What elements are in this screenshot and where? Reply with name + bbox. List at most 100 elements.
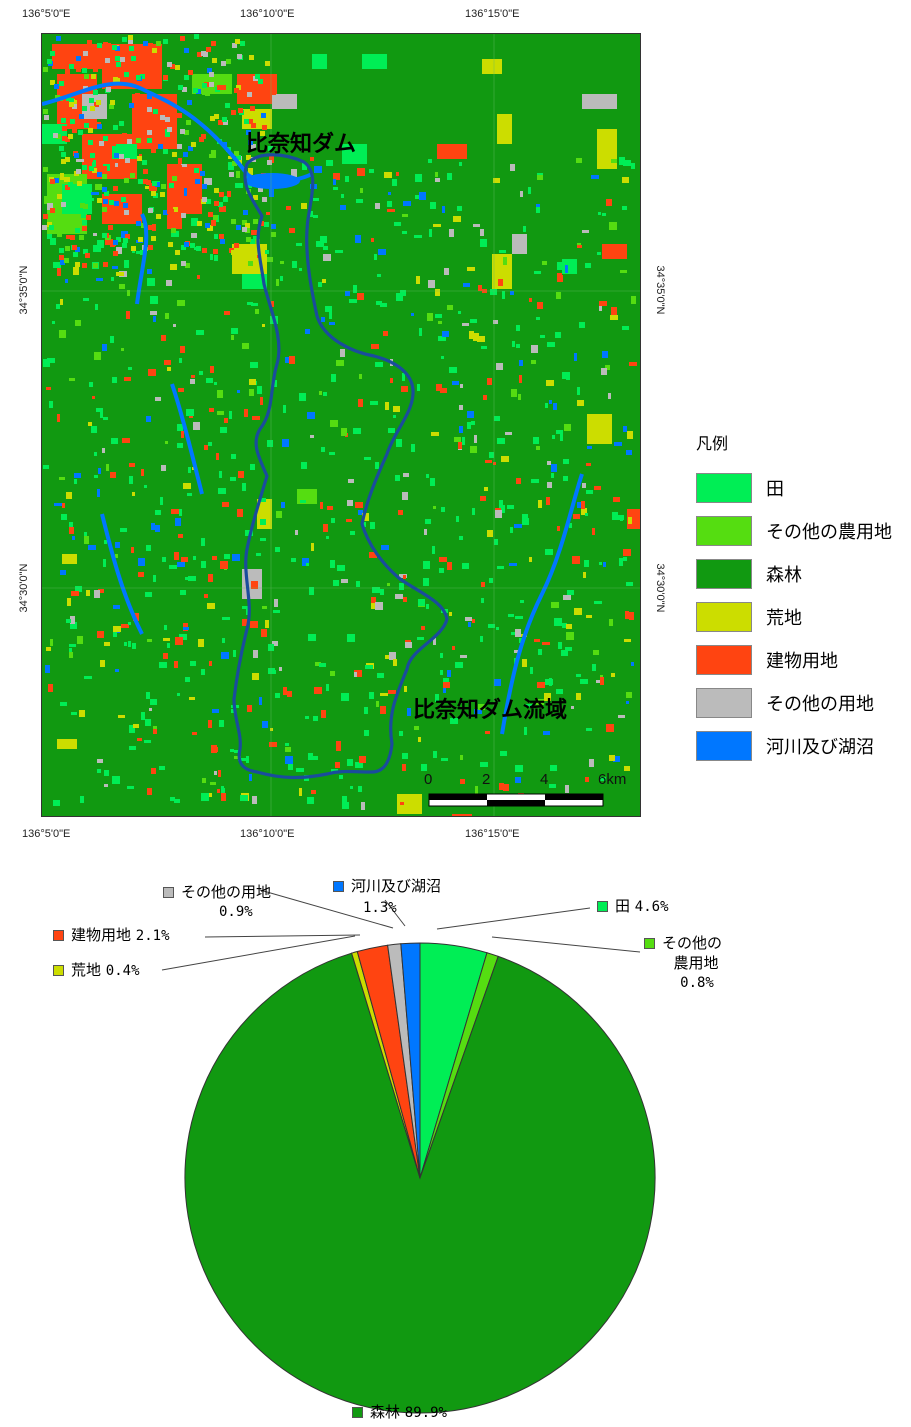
land-use-cell bbox=[320, 502, 323, 509]
land-use-cell bbox=[388, 690, 396, 694]
land-use-cell bbox=[364, 457, 371, 460]
land-use-cell bbox=[59, 477, 65, 480]
land-use-cell bbox=[169, 183, 174, 188]
land-use-patch bbox=[272, 94, 297, 109]
land-use-cell bbox=[542, 642, 550, 645]
land-use-cell bbox=[423, 561, 430, 569]
land-use-cell bbox=[129, 725, 135, 733]
land-use-cell bbox=[601, 368, 607, 375]
land-use-cell bbox=[102, 166, 107, 171]
land-use-cell bbox=[310, 157, 314, 161]
land-use-cell bbox=[622, 326, 629, 330]
land-use-cell bbox=[94, 352, 101, 360]
land-use-cell bbox=[97, 759, 103, 763]
land-use-cell bbox=[222, 638, 225, 643]
land-use-cell bbox=[147, 278, 155, 286]
land-use-cell bbox=[602, 213, 606, 216]
land-use-cell bbox=[106, 87, 111, 92]
forest-swatch-icon bbox=[352, 1407, 363, 1418]
land-use-cell bbox=[84, 74, 89, 79]
land-use-cell bbox=[257, 386, 262, 394]
land-use-cell bbox=[82, 220, 87, 225]
land-use-cell bbox=[612, 248, 617, 253]
land-use-cell bbox=[82, 226, 87, 231]
land-use-cell bbox=[594, 601, 602, 604]
land-use-cell bbox=[403, 473, 409, 477]
land-use-cell bbox=[470, 446, 477, 453]
land-use-cell bbox=[218, 120, 223, 125]
land-use-cell bbox=[57, 414, 60, 422]
land-use-cell bbox=[97, 769, 101, 773]
land-use-cell bbox=[557, 273, 562, 276]
land-use-cell bbox=[309, 587, 314, 595]
land-use-cell bbox=[574, 353, 577, 361]
land-use-cell bbox=[549, 400, 552, 404]
land-use-cell bbox=[64, 177, 70, 182]
land-use-cell bbox=[433, 638, 436, 645]
land-use-cell bbox=[333, 187, 338, 190]
land-use-cell bbox=[147, 788, 152, 795]
land-use-cell bbox=[244, 119, 249, 124]
land-use-map: 比奈知ダム 比奈知ダム流域 0 2 4 6km bbox=[41, 33, 641, 817]
land-use-cell bbox=[218, 488, 226, 494]
legend-item: 河川及び湖沼 bbox=[696, 724, 892, 767]
land-use-cell bbox=[184, 48, 189, 53]
land-use-cell bbox=[221, 788, 225, 794]
building-swatch-icon bbox=[53, 930, 64, 941]
land-use-cell bbox=[211, 747, 218, 752]
land-use-cell bbox=[124, 178, 129, 183]
land-use-cell bbox=[104, 642, 110, 646]
land-use-cell bbox=[75, 320, 81, 326]
land-use-cell bbox=[161, 335, 166, 341]
land-use-cell bbox=[393, 659, 397, 666]
land-use-cell bbox=[320, 236, 327, 243]
land-use-cell bbox=[330, 671, 335, 676]
land-use-cell bbox=[43, 359, 50, 367]
land-use-cell bbox=[441, 356, 444, 359]
land-use-cell bbox=[463, 283, 470, 287]
land-use-cell bbox=[240, 41, 245, 46]
land-use-cell bbox=[369, 692, 374, 699]
land-use-cell bbox=[585, 263, 591, 268]
land-use-cell bbox=[231, 709, 234, 713]
land-use-cell bbox=[358, 510, 363, 515]
land-use-cell bbox=[309, 211, 313, 217]
land-use-cell bbox=[549, 784, 556, 788]
land-use-cell bbox=[619, 558, 623, 566]
land-use-cell bbox=[457, 206, 462, 211]
land-use-cell bbox=[189, 415, 193, 418]
land-use-cell bbox=[53, 133, 58, 138]
land-use-cell bbox=[76, 67, 81, 72]
land-use-cell bbox=[415, 174, 422, 182]
land-use-cell bbox=[141, 712, 145, 720]
land-use-patch bbox=[57, 739, 77, 749]
land-use-cell bbox=[93, 233, 97, 236]
land-use-cell bbox=[102, 109, 107, 114]
land-use-cell bbox=[186, 120, 191, 125]
land-use-cell bbox=[252, 416, 260, 420]
lon-label-bottom-2: 136°10'0"E bbox=[240, 828, 295, 840]
land-use-cell bbox=[181, 431, 184, 438]
land-use-cell bbox=[581, 501, 585, 509]
land-use-cell bbox=[554, 618, 562, 626]
land-use-cell bbox=[481, 582, 485, 587]
land-use-cell bbox=[70, 616, 75, 624]
land-use-cell bbox=[178, 178, 183, 183]
land-use-cell bbox=[193, 188, 198, 193]
land-use-cell bbox=[259, 221, 264, 226]
land-use-cell bbox=[159, 766, 165, 770]
land-use-cell bbox=[83, 51, 88, 56]
land-use-cell bbox=[93, 67, 98, 72]
land-use-cell bbox=[360, 188, 363, 193]
land-use-cell bbox=[220, 239, 225, 244]
land-use-cell bbox=[498, 279, 503, 286]
land-use-cell bbox=[88, 422, 92, 426]
land-use-cell bbox=[586, 490, 593, 494]
land-use-cell bbox=[197, 221, 202, 226]
land-use-cell bbox=[127, 786, 134, 789]
land-use-cell bbox=[620, 270, 627, 273]
land-use-cell bbox=[609, 755, 615, 761]
land-use-cell bbox=[432, 546, 435, 554]
land-use-cell bbox=[196, 246, 201, 251]
land-use-cell bbox=[460, 655, 467, 658]
